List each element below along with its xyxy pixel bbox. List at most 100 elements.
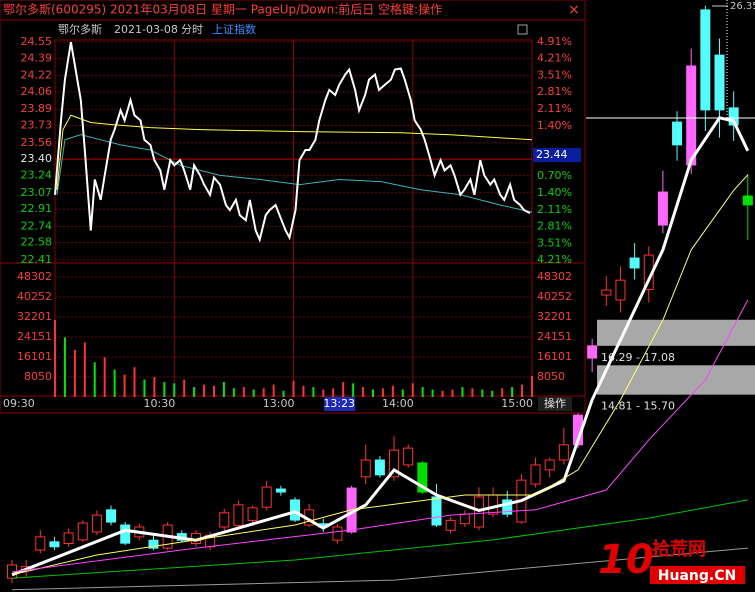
volume-tick-label-right: 40252 [537,290,572,303]
y2-tick-label: 4.21% [537,52,572,65]
volume-bar [411,383,414,397]
candle-body [106,509,117,523]
candle-body [742,195,753,206]
candle-body [389,449,400,478]
volume-bar [501,388,504,397]
y-tick-label: 24.22 [21,69,53,82]
volume-bar [332,388,335,397]
volume-bar [252,389,255,397]
volume-tick-label: 40252 [17,290,52,303]
volume-bar [242,387,245,397]
x-tick-label: 13:00 [263,397,295,410]
candle-body [459,513,470,525]
candle-body [63,532,74,544]
y-tick-label: 24.06 [21,85,53,98]
candle-body [601,289,612,296]
candle-body [261,486,272,508]
volume-bar [521,384,524,397]
y2-tick-label: 2.81% [537,85,572,98]
volume-bar [431,389,434,397]
action-button[interactable]: 操作 [544,396,566,410]
volume-bar [312,387,315,397]
logo-name: 拾荒网 [652,538,706,560]
candle-body [657,191,668,226]
candle-body [247,507,258,521]
volume-bar [282,390,285,397]
y-tick-label: 23.56 [21,136,53,149]
price-line [56,114,533,190]
volume-bar [153,377,156,397]
candle-body [544,459,555,471]
volume-bar [491,390,494,397]
volume-tick-label-right: 32201 [537,310,572,323]
volume-bar [481,389,484,397]
volume-bar [83,342,86,397]
volume-bar [381,388,384,397]
y-tick-label: 24.39 [21,51,53,64]
candle-body [714,54,725,111]
volume-bar [451,389,454,397]
y-tick-label: 23.73 [21,119,53,132]
y2-tick-label: 3.51% [537,236,572,249]
volume-bar [193,387,196,397]
volume-bar [342,382,345,397]
panel-title: 鄂尔多斯(600295) 2021年03月08日 星期一 PageUp/Down… [3,2,442,17]
volume-bar [471,388,474,397]
candle-body [275,488,286,493]
candle-body [374,459,385,476]
y-tick-label: 23.40 [21,152,53,165]
candle-body [219,512,230,528]
panel-frame [0,0,586,414]
volume-tick-label: 48302 [17,270,52,283]
logo-domain: Huang.CN [658,568,736,584]
candle-body [332,526,343,541]
candle-body [91,514,102,533]
window-icon[interactable] [517,24,528,35]
logo-number: 10 [598,537,654,583]
candle-body [502,499,513,515]
y-tick-label: 23.24 [21,168,53,181]
volume-bar [133,367,136,397]
y-tick-label: 23.89 [21,102,53,115]
candle-body [700,9,711,111]
stock-name: 鄂尔多斯 [58,22,102,36]
moving-average [11,299,749,573]
volume-bar [232,388,235,397]
index-link[interactable]: 上证指数 [212,22,256,36]
intraday-panel: 鄂尔多斯(600295) 2021年03月08日 星期一 PageUp/Down… [0,0,586,414]
volume-bar [372,389,374,397]
y-tick-label: 22.58 [21,236,53,249]
y2-tick-label: 2.11% [537,203,572,216]
volume-bar [531,375,533,397]
volume-tick-label-right: 16101 [537,350,572,363]
candle-body [49,541,60,548]
candle-body [35,536,46,551]
y-tick-label: 22.91 [21,202,53,215]
candle-body [120,524,131,544]
volume-bar [93,362,96,397]
volume-bar [461,387,464,397]
y2-tick-label: 0.70% [537,169,572,182]
candle-body [558,444,569,461]
close-button[interactable]: × [568,2,580,18]
candle-body [445,519,456,531]
y-tick-label: 24.55 [21,35,53,48]
y2-tick-label: 2.81% [537,220,572,233]
volume-bar [272,384,275,397]
price-band [597,365,755,395]
volume-bar [113,369,116,397]
y2-tick-label: 4.91% [537,35,572,48]
kline-chart: 16.29 - 17.08 14.81 - 15.70 26.35 [7,1,755,591]
y-tick-label: 22.74 [21,219,53,232]
moving-average [11,499,748,579]
volume-bar [322,389,325,397]
volume-tick-label-right: 24151 [537,330,572,343]
volume-bar [391,385,394,397]
action-box [538,397,572,411]
volume-bar [183,379,186,397]
candle-body [417,462,428,493]
candle-body [488,494,499,515]
last-price: 23.44 [536,148,568,161]
candle-body [403,447,414,466]
